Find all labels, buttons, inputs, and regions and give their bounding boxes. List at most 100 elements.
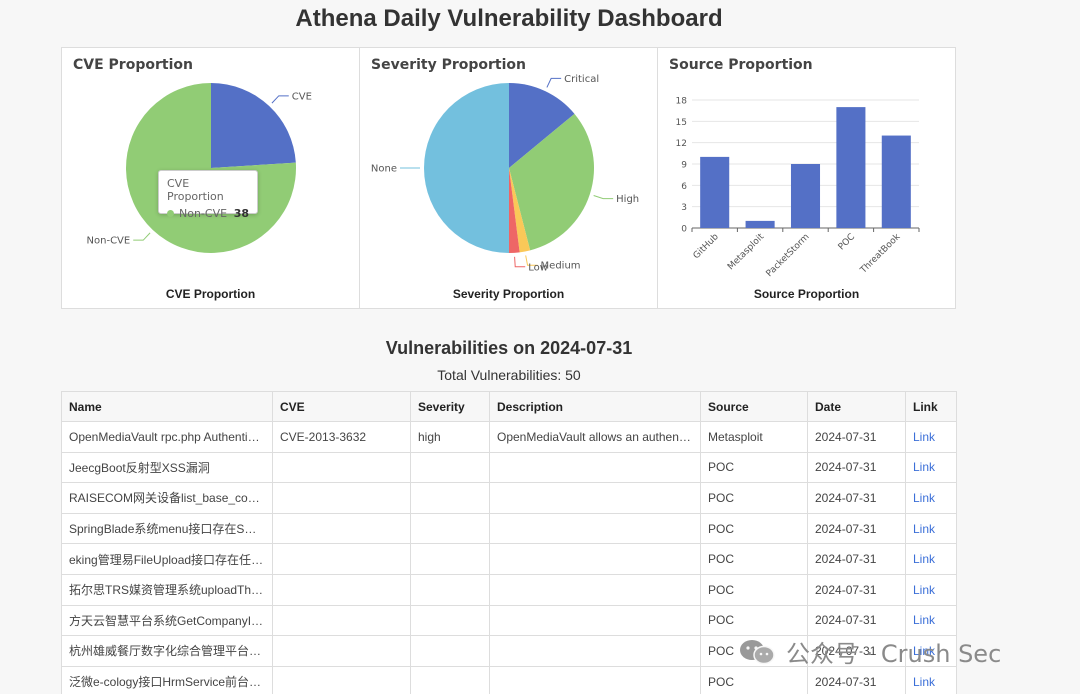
cve-chart-panel: CVE Proportion CVE Non-CVE CVE Proportion… [61, 47, 360, 309]
cell-severity [410, 543, 490, 575]
bar-threatbook[interactable] [881, 135, 911, 228]
cell-description [489, 543, 701, 575]
cell-source: POC [700, 482, 808, 514]
table-body: OpenMediaVault rpc.php Authenticated Cro… [61, 421, 957, 694]
table-row[interactable]: RAISECOM网关设备list_base_config.php远程命令执行漏洞… [61, 482, 957, 514]
column-header-date[interactable]: Date [807, 391, 906, 422]
cell-link: Link [905, 573, 957, 606]
watermark-text: 公众号 · Crush Sec [786, 640, 1002, 668]
source-chart-title: Source Proportion [669, 57, 813, 73]
cve-chart-caption: CVE Proportion [165, 287, 256, 301]
cell-date: 2024-07-31 [807, 451, 906, 484]
cell-date: 2024-07-31 [807, 665, 906, 694]
vuln-link[interactable]: Link [913, 613, 936, 628]
severity-slice-low[interactable] [509, 168, 520, 254]
column-header-severity[interactable]: Severity [410, 391, 490, 422]
cell-source: POC [700, 604, 808, 637]
column-header-cve[interactable]: CVE [272, 391, 411, 422]
cell-description [489, 482, 701, 514]
cell-cve [272, 604, 411, 637]
cell-name: RAISECOM网关设备list_base_config.php远程命令执行漏洞 [61, 482, 273, 514]
cell-name: OpenMediaVault rpc.php Authenticated Cro… [61, 421, 273, 453]
bar-packetstorm[interactable] [790, 164, 821, 228]
cell-date: 2024-07-31 [807, 573, 906, 606]
cell-cve [272, 512, 411, 545]
cell-severity [410, 512, 490, 545]
cell-description [489, 512, 701, 545]
bar-metasploit[interactable] [745, 220, 775, 228]
cell-date: 2024-07-31 [807, 604, 906, 637]
vuln-link[interactable]: Link [913, 490, 936, 505]
cell-link: Link [905, 421, 957, 453]
x-tick-label-poc: POC [837, 232, 857, 252]
cell-cve [272, 573, 411, 606]
cell-description [489, 635, 701, 667]
severity-chart-caption: Severity Proportion [452, 287, 565, 301]
column-header-name[interactable]: Name [61, 391, 273, 422]
cell-link: Link [905, 665, 957, 694]
cell-severity [410, 573, 490, 606]
cell-link: Link [905, 635, 957, 667]
y-tick-label: 3 [681, 203, 687, 213]
column-header-description[interactable]: Description [489, 391, 701, 422]
y-tick-label: 18 [676, 97, 688, 107]
total-count: Total Vulnerabilities: 50 [437, 367, 581, 383]
cell-link: Link [905, 482, 957, 514]
vuln-link[interactable]: Link [913, 460, 936, 475]
severity-slice-none[interactable] [424, 83, 509, 253]
table-row[interactable]: eking管理易FileUpload接口存在任意文件上传漏洞 POC2024-07… [61, 543, 957, 575]
cell-source: POC [700, 573, 808, 606]
table-row[interactable]: JeecgBoot反射型XSS漏洞 POC 2024-07-31 Link [61, 451, 957, 484]
severity-slice-medium[interactable] [509, 168, 531, 253]
x-tick-label-packetstorm: PacketStorm [765, 232, 812, 279]
severity-label-none: None [371, 164, 397, 175]
y-tick-label: 15 [676, 118, 687, 128]
cell-source: POC [700, 451, 808, 484]
severity-slice-critical[interactable] [509, 83, 575, 168]
cell-name: JeecgBoot反射型XSS漏洞 [61, 451, 273, 484]
vuln-link[interactable]: Link [913, 521, 936, 536]
column-header-source[interactable]: Source [700, 391, 808, 422]
tooltip-series-name: Non-CVE [179, 207, 228, 220]
table-row[interactable]: SpringBlade系统menu接口存在SQL注入漏洞 POC2024-07-3… [61, 512, 957, 545]
section-title: Vulnerabilities on 2024-07-31 [385, 338, 633, 358]
cve-label-non-cve: Non-CVE [87, 236, 131, 247]
cve-slice-cve[interactable] [211, 83, 296, 168]
table-row[interactable]: 拓尔思TRS媒资管理系统uploadThumb任意文件上传漏洞 POC2024-0… [61, 573, 957, 606]
severity-chart-panel: Severity Proportion Critical High Medium Lo… [359, 47, 658, 309]
vulnerability-table: Name CVE Severity Description Source Date Link… [61, 391, 957, 694]
cell-name: 方天云智慧平台系统GetCompanyItem接口存在SQL注入漏洞 [61, 604, 273, 637]
column-header-link[interactable]: Link [905, 391, 957, 422]
y-tick-label: 0 [681, 225, 687, 235]
table-row[interactable]: 方天云智慧平台系统GetCompanyItem接口存在SQL注入漏洞 POC202… [61, 604, 957, 637]
table-row[interactable]: 泛微e-cology接口HrmService前台SQL注入漏洞 POC2024-0… [61, 665, 957, 694]
cell-name: SpringBlade系统menu接口存在SQL注入漏洞 [61, 512, 273, 545]
cell-severity [410, 635, 490, 667]
cve-label-cve: CVE [292, 91, 312, 102]
severity-label-critical: Critical [564, 74, 599, 85]
y-tick-label: 9 [681, 161, 687, 171]
x-tick-label-github: GitHub [692, 232, 721, 261]
cell-cve: CVE-2013-3632 [272, 421, 411, 453]
table-row[interactable]: OpenMediaVault rpc.php Authenticated Cro… [61, 421, 957, 453]
bar-github[interactable] [700, 156, 730, 228]
cell-severity [410, 451, 490, 484]
vuln-link[interactable]: Link [913, 582, 936, 597]
cell-date: 2024-07-31 [807, 543, 906, 575]
vuln-link[interactable]: Link [913, 429, 936, 444]
x-tick-label-metasploit: Metasploit [726, 232, 766, 272]
bar-poc[interactable] [836, 107, 866, 228]
cell-source: POC [700, 665, 808, 694]
table-row[interactable]: 杭州雄威餐厅数字化综合管理平台存在任意文件读取漏洞POC2024-07-31Li… [61, 635, 957, 667]
severity-slice-high[interactable] [509, 113, 594, 251]
vuln-link[interactable]: Link [913, 552, 936, 567]
severity-label-line [593, 195, 614, 200]
cell-source: Metasploit [700, 421, 808, 453]
cell-severity [410, 604, 490, 637]
vuln-link[interactable]: Link [913, 674, 936, 689]
cell-name: 泛微e-cology接口HrmService前台SQL注入漏洞 [61, 665, 273, 694]
y-tick-label: 12 [676, 139, 687, 149]
table-header-row: Name CVE Severity Description Source Date Link [61, 391, 957, 422]
